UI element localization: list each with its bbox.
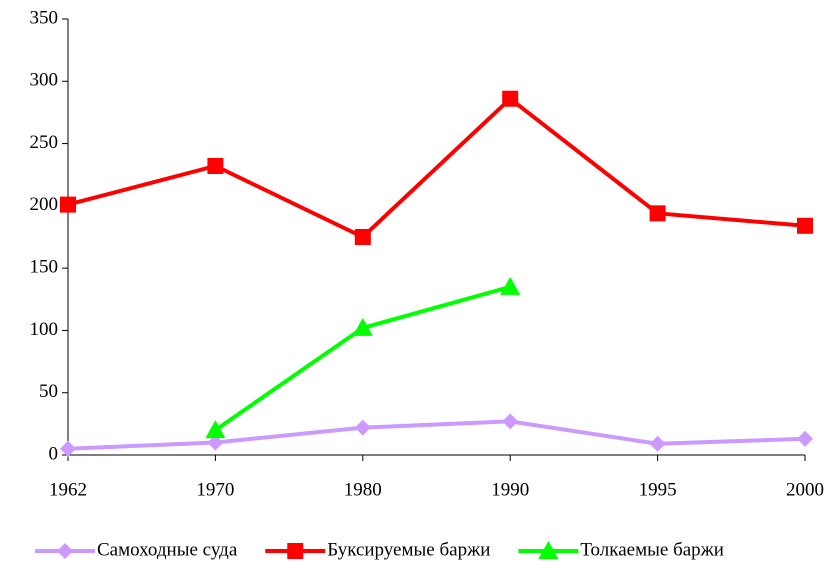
marker	[60, 196, 76, 213]
marker	[649, 205, 666, 222]
marker	[352, 317, 373, 336]
x-tick-label: 1970	[196, 479, 234, 500]
y-tick-label: 200	[30, 194, 59, 215]
y-tick-label: 250	[30, 132, 59, 153]
legend-label: Буксируемые баржи	[327, 539, 490, 560]
series-line	[214, 284, 511, 432]
marker	[502, 90, 519, 107]
marker	[60, 440, 76, 457]
legend-label: Самоходные суда	[97, 539, 238, 560]
x-tick-label: 1995	[639, 479, 677, 500]
x-tick-label: 1962	[49, 479, 87, 500]
y-tick-label: 100	[30, 319, 59, 340]
y-tick-label: 350	[30, 7, 59, 28]
marker	[207, 157, 224, 174]
marker	[502, 413, 519, 430]
series-line	[67, 96, 806, 240]
marker	[500, 276, 521, 295]
marker	[57, 543, 73, 559]
y-tick-label: 50	[39, 381, 58, 402]
marker	[354, 419, 371, 436]
marker	[354, 229, 371, 245]
marker	[649, 435, 666, 452]
marker	[797, 217, 813, 234]
legend-label: Толкаемые баржи	[580, 539, 724, 560]
x-tick-label: 1980	[344, 479, 382, 500]
y-tick-label: 0	[49, 443, 59, 464]
y-tick-label: 150	[30, 257, 59, 278]
marker	[207, 434, 224, 451]
marker	[205, 420, 226, 439]
series-line	[67, 419, 806, 451]
x-tick-label: 1990	[491, 479, 529, 500]
y-tick-label: 300	[30, 70, 59, 91]
marker	[287, 543, 304, 559]
marker	[797, 430, 813, 447]
marker	[538, 541, 559, 559]
x-tick-label: 2000	[786, 479, 824, 500]
